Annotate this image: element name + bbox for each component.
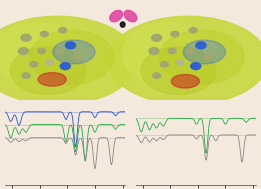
Circle shape [160, 61, 169, 68]
Ellipse shape [120, 22, 125, 27]
Circle shape [175, 59, 185, 66]
Circle shape [45, 59, 54, 66]
Ellipse shape [108, 16, 261, 105]
Circle shape [204, 53, 214, 60]
Circle shape [152, 72, 161, 79]
Circle shape [195, 41, 207, 50]
Circle shape [55, 48, 65, 54]
Ellipse shape [53, 40, 95, 64]
Circle shape [148, 47, 160, 55]
Circle shape [60, 62, 71, 70]
Circle shape [40, 31, 49, 37]
Circle shape [37, 48, 46, 54]
Circle shape [168, 48, 177, 54]
Circle shape [190, 62, 201, 70]
Circle shape [186, 48, 195, 54]
Ellipse shape [124, 10, 137, 22]
Circle shape [20, 34, 32, 42]
Ellipse shape [141, 47, 216, 94]
Circle shape [170, 31, 180, 37]
Circle shape [151, 34, 162, 42]
Ellipse shape [122, 23, 216, 84]
Circle shape [21, 72, 31, 79]
Ellipse shape [171, 74, 199, 88]
Ellipse shape [183, 40, 226, 64]
Ellipse shape [0, 23, 86, 84]
Ellipse shape [29, 30, 114, 84]
Ellipse shape [38, 73, 66, 86]
Circle shape [58, 27, 67, 34]
Ellipse shape [10, 47, 86, 94]
Ellipse shape [0, 16, 137, 105]
Circle shape [18, 47, 29, 55]
Circle shape [65, 41, 76, 50]
Ellipse shape [160, 30, 244, 84]
Circle shape [29, 61, 39, 68]
Ellipse shape [110, 10, 122, 22]
Circle shape [73, 53, 84, 60]
Circle shape [188, 27, 198, 34]
